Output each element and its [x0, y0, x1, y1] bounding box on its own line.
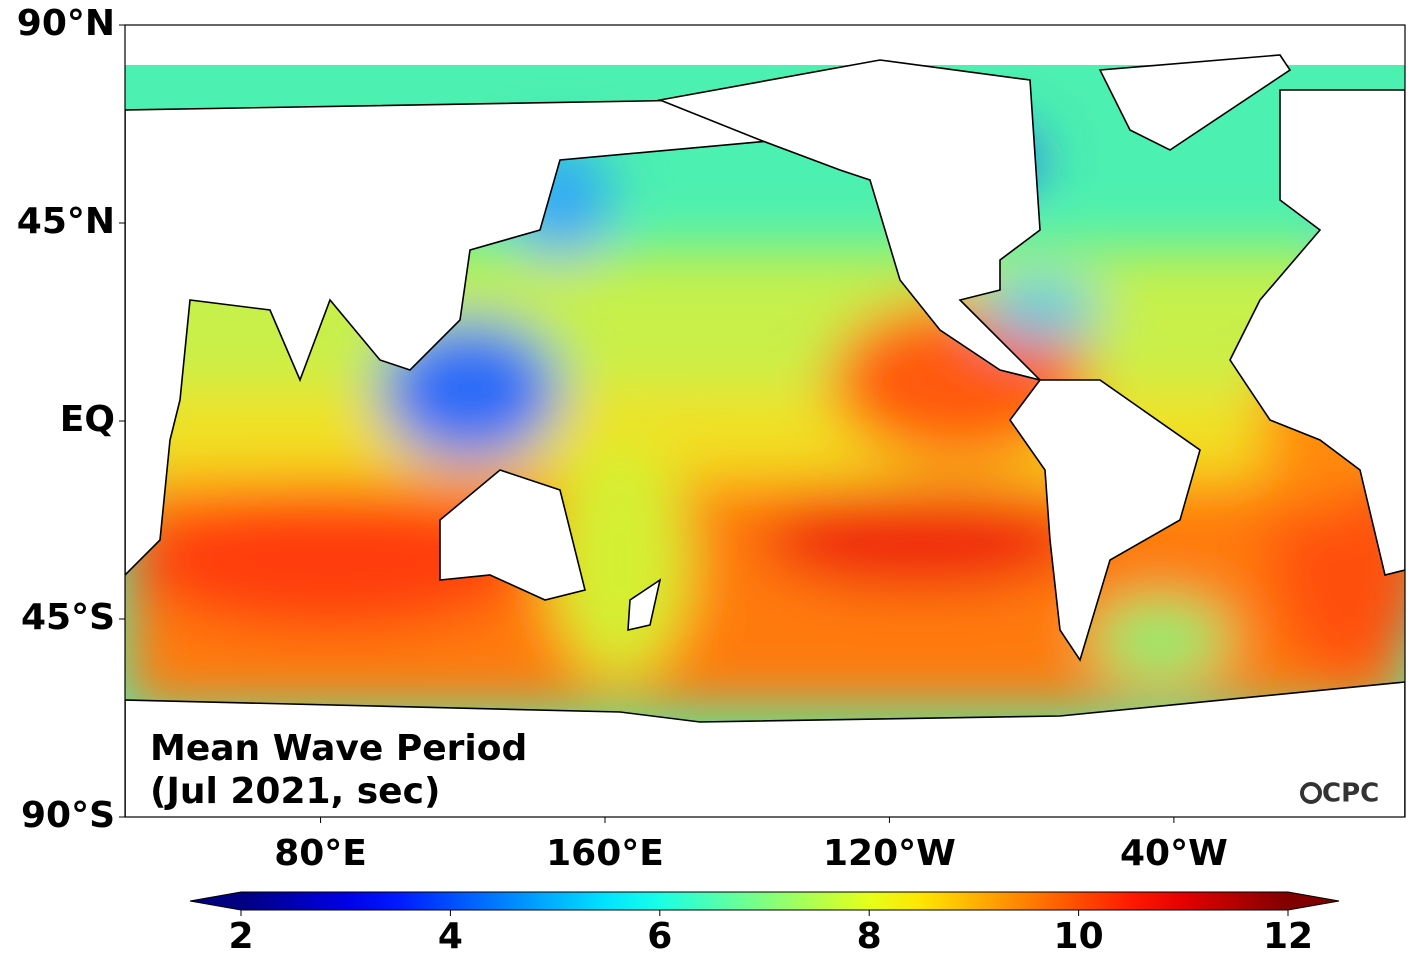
colorbar — [189, 891, 1340, 911]
credit-logo — [1300, 782, 1322, 804]
colorbar-tick-label: 8 — [857, 916, 882, 957]
credit: CPC — [1322, 779, 1379, 809]
x-tick-label: 80°E — [274, 833, 367, 874]
map-title: (Jul 2021, sec) — [150, 771, 440, 812]
y-tick-label: 90°S — [21, 795, 115, 836]
colorbar-tick-label: 4 — [438, 916, 463, 957]
map-title: Mean Wave Period — [150, 728, 527, 769]
y-tick-label: EQ — [60, 399, 115, 440]
y-tick-label: 45°S — [21, 597, 115, 638]
colorbar-tick-label: 2 — [228, 916, 253, 957]
y-tick-label: 45°N — [17, 201, 115, 242]
colorbar-tick-label: 6 — [647, 916, 672, 957]
x-tick-label: 160°E — [546, 833, 664, 874]
map-field — [125, 25, 1405, 817]
colorbar-tick-label: 12 — [1263, 916, 1313, 957]
y-tick-label: 90°N — [17, 3, 115, 44]
x-tick-label: 40°W — [1120, 833, 1228, 874]
colorbar-tick-label: 10 — [1054, 916, 1104, 957]
x-tick-label: 120°W — [823, 833, 956, 874]
